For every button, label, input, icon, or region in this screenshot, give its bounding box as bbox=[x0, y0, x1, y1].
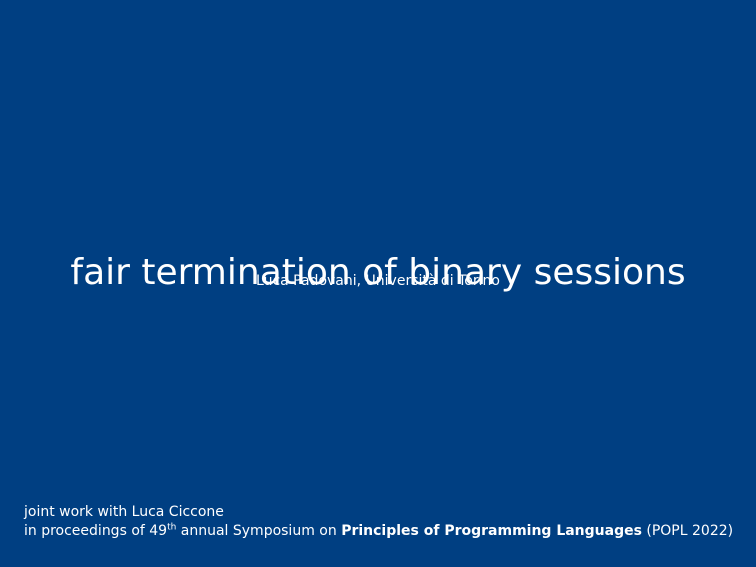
author-affiliation: Luca Padovani, Università di Torino bbox=[256, 273, 500, 289]
ordinal-suffix: th bbox=[167, 522, 177, 533]
venue-suffix: (POPL 2022) bbox=[641, 523, 734, 539]
joint-work-line: joint work with Luca Ciccone bbox=[24, 504, 224, 520]
proceedings-line: in proceedings of 49th annual Symposium … bbox=[24, 522, 734, 541]
proceedings-prefix: in proceedings of 49 bbox=[24, 523, 168, 539]
proceedings-middle: annual Symposium on bbox=[176, 523, 342, 539]
venue-name: Principles of Programming Languages bbox=[341, 523, 642, 539]
slide-title: fair termination of binary sessions bbox=[70, 252, 686, 294]
publication-footer: joint work with Luca Ciccone in proceedi… bbox=[24, 503, 734, 541]
